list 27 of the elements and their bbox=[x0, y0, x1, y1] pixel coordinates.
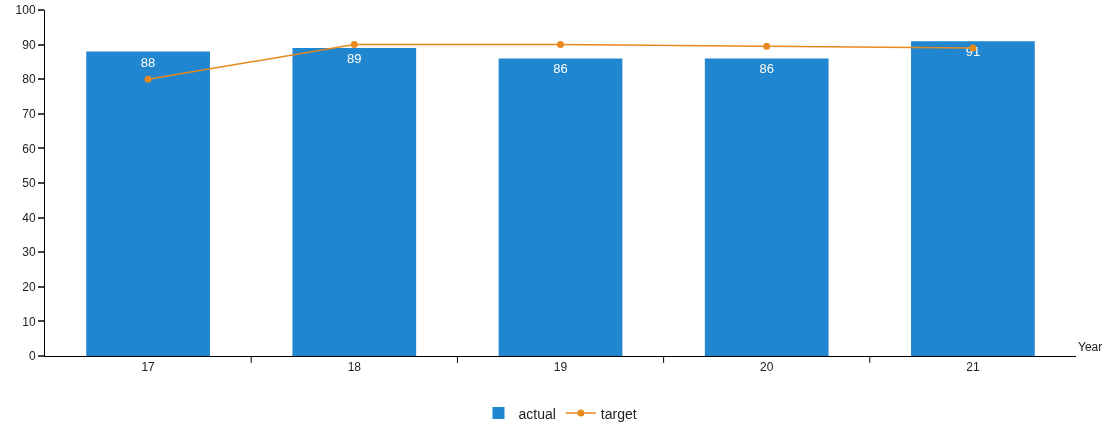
y-tick-label: 50 bbox=[22, 176, 36, 191]
point bbox=[350, 41, 358, 49]
x-tick-label: 20 bbox=[760, 360, 774, 375]
legend-label: actual bbox=[518, 405, 556, 422]
data-label: 86 bbox=[759, 61, 774, 77]
x-tick-label: 18 bbox=[347, 360, 362, 375]
y-tick-label: 10 bbox=[22, 314, 36, 329]
point bbox=[144, 75, 152, 83]
y-tick-label: 70 bbox=[22, 107, 36, 121]
x-tick-label: 19 bbox=[553, 360, 568, 375]
y-tick-label: 60 bbox=[22, 141, 36, 156]
data-label: 86 bbox=[553, 61, 568, 77]
y-tick-label: 80 bbox=[22, 72, 36, 87]
x-tick-label: 17 bbox=[141, 360, 156, 375]
x-tick-label: 21 bbox=[966, 360, 980, 375]
y-tick-label: 40 bbox=[22, 210, 36, 225]
x-axis-title: Year bbox=[1078, 340, 1103, 354]
data-label: 88 bbox=[140, 54, 156, 70]
point bbox=[763, 42, 771, 50]
y-tick-label: 0 bbox=[28, 349, 36, 364]
data-label: 89 bbox=[347, 51, 362, 67]
y-tick-label: 20 bbox=[22, 280, 36, 294]
legend-label: target bbox=[600, 405, 637, 422]
y-tick-label: 30 bbox=[22, 245, 36, 260]
point bbox=[557, 41, 564, 49]
y-tick-label: 100 bbox=[15, 3, 36, 18]
y-tick-label: 90 bbox=[22, 37, 36, 52]
